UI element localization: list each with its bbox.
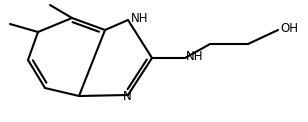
Text: NH: NH [186,51,204,63]
Text: N: N [123,90,132,102]
Text: NH: NH [131,12,148,25]
Text: OH: OH [280,22,298,36]
